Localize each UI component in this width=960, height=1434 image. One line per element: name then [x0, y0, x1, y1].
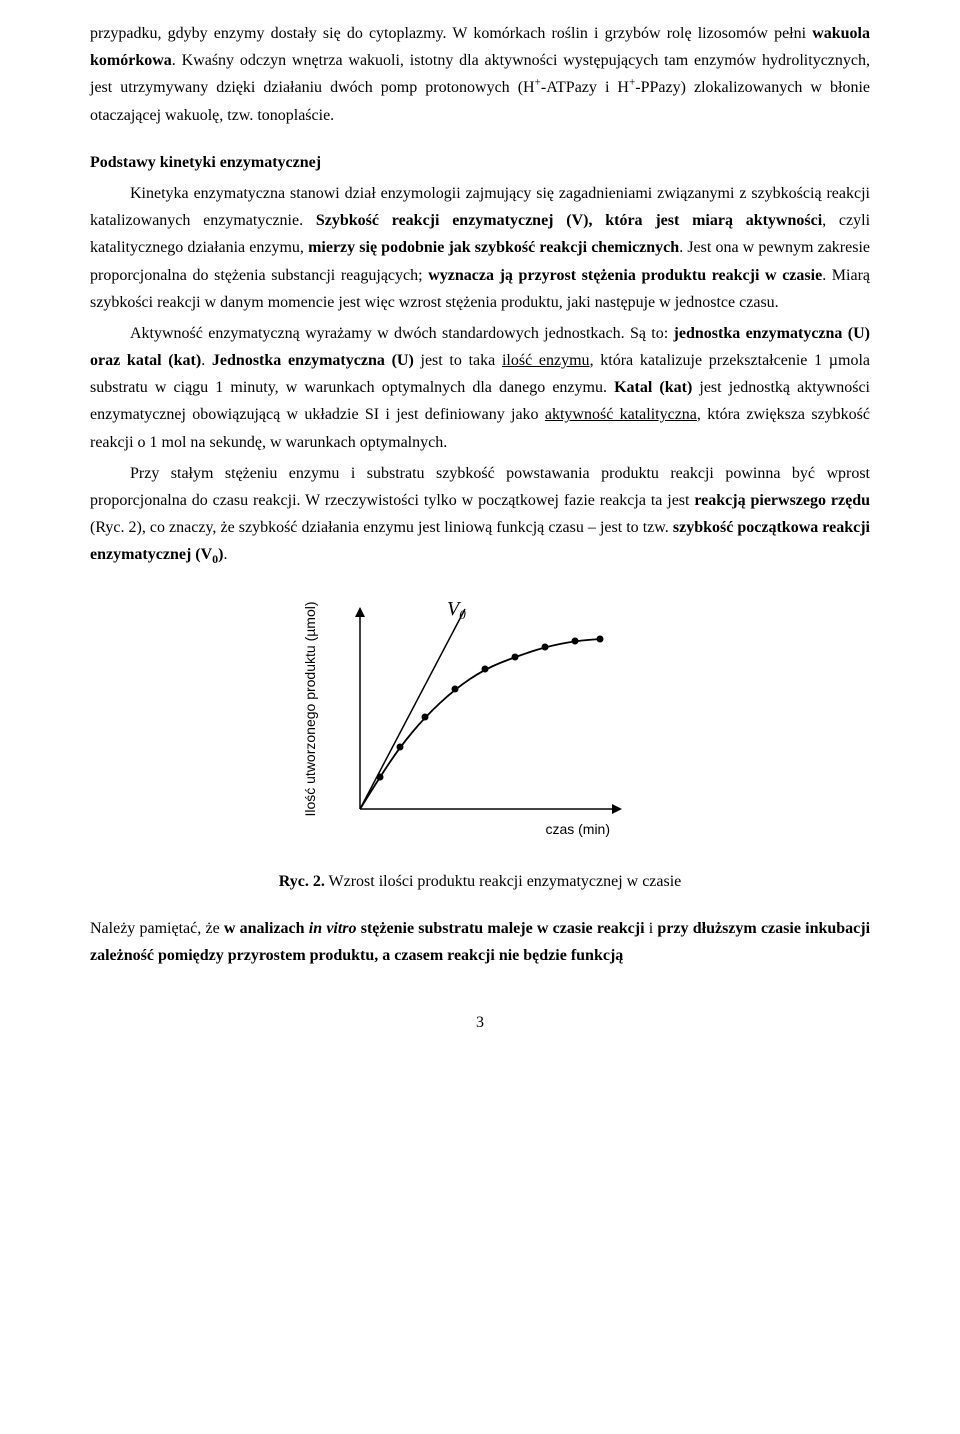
paragraph-2: Kinetyka enzymatyczna stanowi dział enzy… [90, 180, 870, 316]
text: (Ryc. 2), co znaczy, że szybkość działan… [90, 519, 673, 536]
text: -ATPazy i H [541, 79, 629, 96]
bold: Szybkość reakcji enzymatycznej (V), któr… [316, 212, 822, 229]
bold: mierzy się podobnie jak szybkość reakcji… [308, 239, 679, 256]
text: Aktywność enzymatyczną wyrażamy w dwóch … [130, 325, 674, 342]
svg-text:V0: V0 [447, 598, 466, 622]
svg-text:Ilość utworzonego produktu (µm: Ilość utworzonego produktu (µmol) [302, 601, 318, 816]
italic: in vitro [309, 920, 357, 937]
paragraph-3: Aktywność enzymatyczną wyrażamy w dwóch … [90, 320, 870, 456]
text: . [201, 352, 212, 369]
underline: ilość enzymu [502, 352, 590, 369]
text: i [645, 920, 658, 937]
text: . [224, 546, 228, 563]
page-number: 3 [90, 1009, 870, 1036]
bold: Katal (kat) [614, 379, 692, 396]
bold: w analizach in vitro stężenie substratu … [224, 920, 645, 937]
text: przypadku, gdyby enzymy dostały się do c… [90, 25, 812, 42]
figure-caption: Ryc. 2. Wzrost ilości produktu reakcji e… [90, 868, 870, 895]
bold: Jednostka enzymatyczna (U) [212, 352, 414, 369]
text: jest to taka [414, 352, 502, 369]
enzyme-kinetics-chart: V0 Ilość utworzonego produktu (µmol) czas … [290, 589, 670, 849]
paragraph-5: Należy pamiętać, że w analizach in vitro… [90, 915, 870, 969]
figure-2: V0 Ilość utworzonego produktu (µmol) czas … [90, 589, 870, 858]
caption-text: Wzrost ilości produktu reakcji enzymatyc… [325, 873, 681, 890]
caption-label: Ryc. 2. [279, 873, 325, 890]
paragraph-1: przypadku, gdyby enzymy dostały się do c… [90, 20, 870, 129]
bold: reakcją pierwszego rzędu [694, 492, 870, 509]
section-heading: Podstawy kinetyki enzymatycznej [90, 149, 870, 176]
underline: aktywność katalityczna [545, 406, 697, 423]
paragraph-4: Przy stałym stężeniu enzymu i substratu … [90, 460, 870, 569]
text: Należy pamiętać, że [90, 920, 224, 937]
svg-text:czas (min): czas (min) [545, 821, 610, 837]
bold: wyznacza ją przyrost stężenia produktu r… [428, 267, 822, 284]
